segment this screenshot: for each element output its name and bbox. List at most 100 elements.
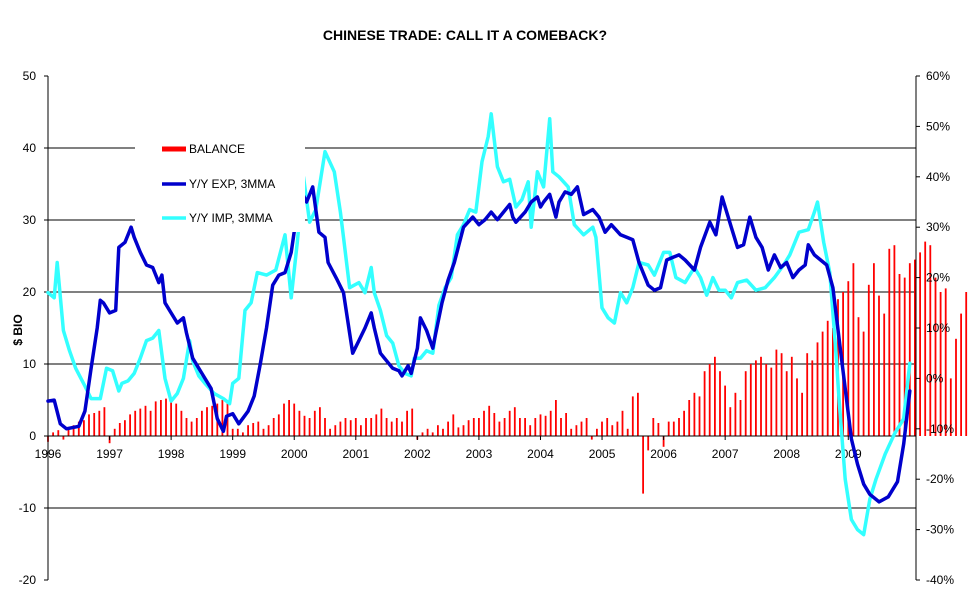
balance-bar xyxy=(175,403,178,436)
x-tick-label: 2001 xyxy=(342,447,369,461)
left-tick-label: 10 xyxy=(23,357,37,371)
balance-bar xyxy=(585,418,588,436)
balance-bar xyxy=(88,414,90,436)
balance-bar xyxy=(180,410,183,436)
balance-bar xyxy=(190,421,193,436)
balance-bar xyxy=(744,371,747,436)
balance-bar xyxy=(565,413,567,436)
imports-line xyxy=(46,112,912,537)
x-tick-label: 2007 xyxy=(712,447,739,461)
x-tick-label: 2003 xyxy=(466,447,493,461)
x-tick-label: 2008 xyxy=(773,447,800,461)
balance-bar xyxy=(883,313,886,436)
x-tick-label: 2000 xyxy=(281,447,308,461)
balance-bar xyxy=(816,342,819,436)
balance-bar xyxy=(195,418,198,436)
balance-bar xyxy=(467,420,470,436)
balance-bar xyxy=(893,245,896,436)
left-tick-label: -10 xyxy=(19,501,37,515)
balance-bar xyxy=(719,371,721,436)
balance-bar xyxy=(313,410,316,436)
balance-bar xyxy=(801,392,803,436)
balance-bar xyxy=(560,418,562,436)
balance-bar xyxy=(898,274,901,436)
balance-bar xyxy=(129,414,131,436)
balance-bar xyxy=(498,421,501,436)
balance-bar xyxy=(52,432,54,436)
balance-bar xyxy=(965,292,968,436)
x-axis: 1996 1997 1998 1999 2000 2001 2002 2003 2004 2005… xyxy=(35,436,862,461)
balance-bar xyxy=(401,421,403,436)
balance-bar xyxy=(252,423,255,436)
balance-bar xyxy=(170,400,172,436)
balance-bar xyxy=(729,407,732,436)
balance-bar xyxy=(672,421,675,436)
balance-bar xyxy=(924,241,927,436)
balance-bar xyxy=(914,259,916,436)
series-lines xyxy=(46,112,912,537)
legend-exports-label: Y/Y EXP, 3MMA xyxy=(189,177,275,191)
balance-bar xyxy=(457,427,460,436)
balance-bar xyxy=(103,407,106,436)
balance-bar xyxy=(513,407,516,436)
balance-bar xyxy=(134,410,137,436)
balance-bar xyxy=(862,331,865,436)
balance-bar xyxy=(488,405,491,436)
balance-bar xyxy=(534,418,537,436)
balance-bar xyxy=(806,353,809,436)
balance-bar xyxy=(549,410,552,436)
balance-bar xyxy=(770,367,773,436)
balance-bar xyxy=(262,428,265,436)
balance-bar xyxy=(601,421,603,436)
balance-bar xyxy=(698,396,701,436)
balance-bar xyxy=(426,428,429,436)
exports-line xyxy=(46,185,912,504)
balance-bar xyxy=(437,425,439,436)
balance-bar xyxy=(524,418,526,436)
balance-bar xyxy=(878,295,880,436)
x-tick-label: 1997 xyxy=(96,447,123,461)
balance-bar xyxy=(385,418,388,436)
left-tick-label: 30 xyxy=(23,213,37,227)
balance-bar xyxy=(503,418,506,436)
left-tick-label: 0 xyxy=(29,429,36,443)
balance-bar xyxy=(637,392,639,436)
balance-bars xyxy=(47,241,968,494)
right-tick-label: 60% xyxy=(926,69,950,83)
balance-bar xyxy=(288,400,290,436)
balance-bar xyxy=(678,418,680,436)
balance-bar xyxy=(160,400,162,436)
balance-bar xyxy=(867,284,870,436)
balance-bar xyxy=(283,403,285,436)
balance-bar xyxy=(144,405,147,436)
balance-bar xyxy=(242,432,244,436)
legend-imports-label: Y/Y IMP, 3MMA xyxy=(189,211,273,225)
balance-bar xyxy=(478,418,480,436)
balance-bar xyxy=(590,436,593,440)
balance-bar xyxy=(185,418,188,436)
balance-bar xyxy=(124,420,126,436)
balance-bar xyxy=(154,401,157,436)
balance-bar xyxy=(57,430,60,436)
balance-bar xyxy=(431,432,434,436)
x-tick-label: 1996 xyxy=(35,447,62,461)
balance-bar xyxy=(462,425,465,436)
balance-bar xyxy=(626,428,629,436)
balance-bar xyxy=(344,418,347,436)
right-tick-label: 30% xyxy=(926,220,950,234)
balance-bar xyxy=(785,371,788,436)
balance-bar xyxy=(611,425,614,436)
balance-bar xyxy=(724,385,726,436)
balance-bar xyxy=(375,414,378,436)
balance-bar xyxy=(714,356,716,436)
balance-bar xyxy=(77,421,80,436)
balance-bar xyxy=(231,428,234,436)
balance-bar xyxy=(277,414,280,436)
balance-bar xyxy=(298,410,301,436)
balance-bar xyxy=(570,428,573,436)
balance-bar xyxy=(919,252,921,436)
balance-bar xyxy=(693,392,696,436)
balance-bar xyxy=(113,428,116,436)
balance-bar xyxy=(642,436,644,494)
